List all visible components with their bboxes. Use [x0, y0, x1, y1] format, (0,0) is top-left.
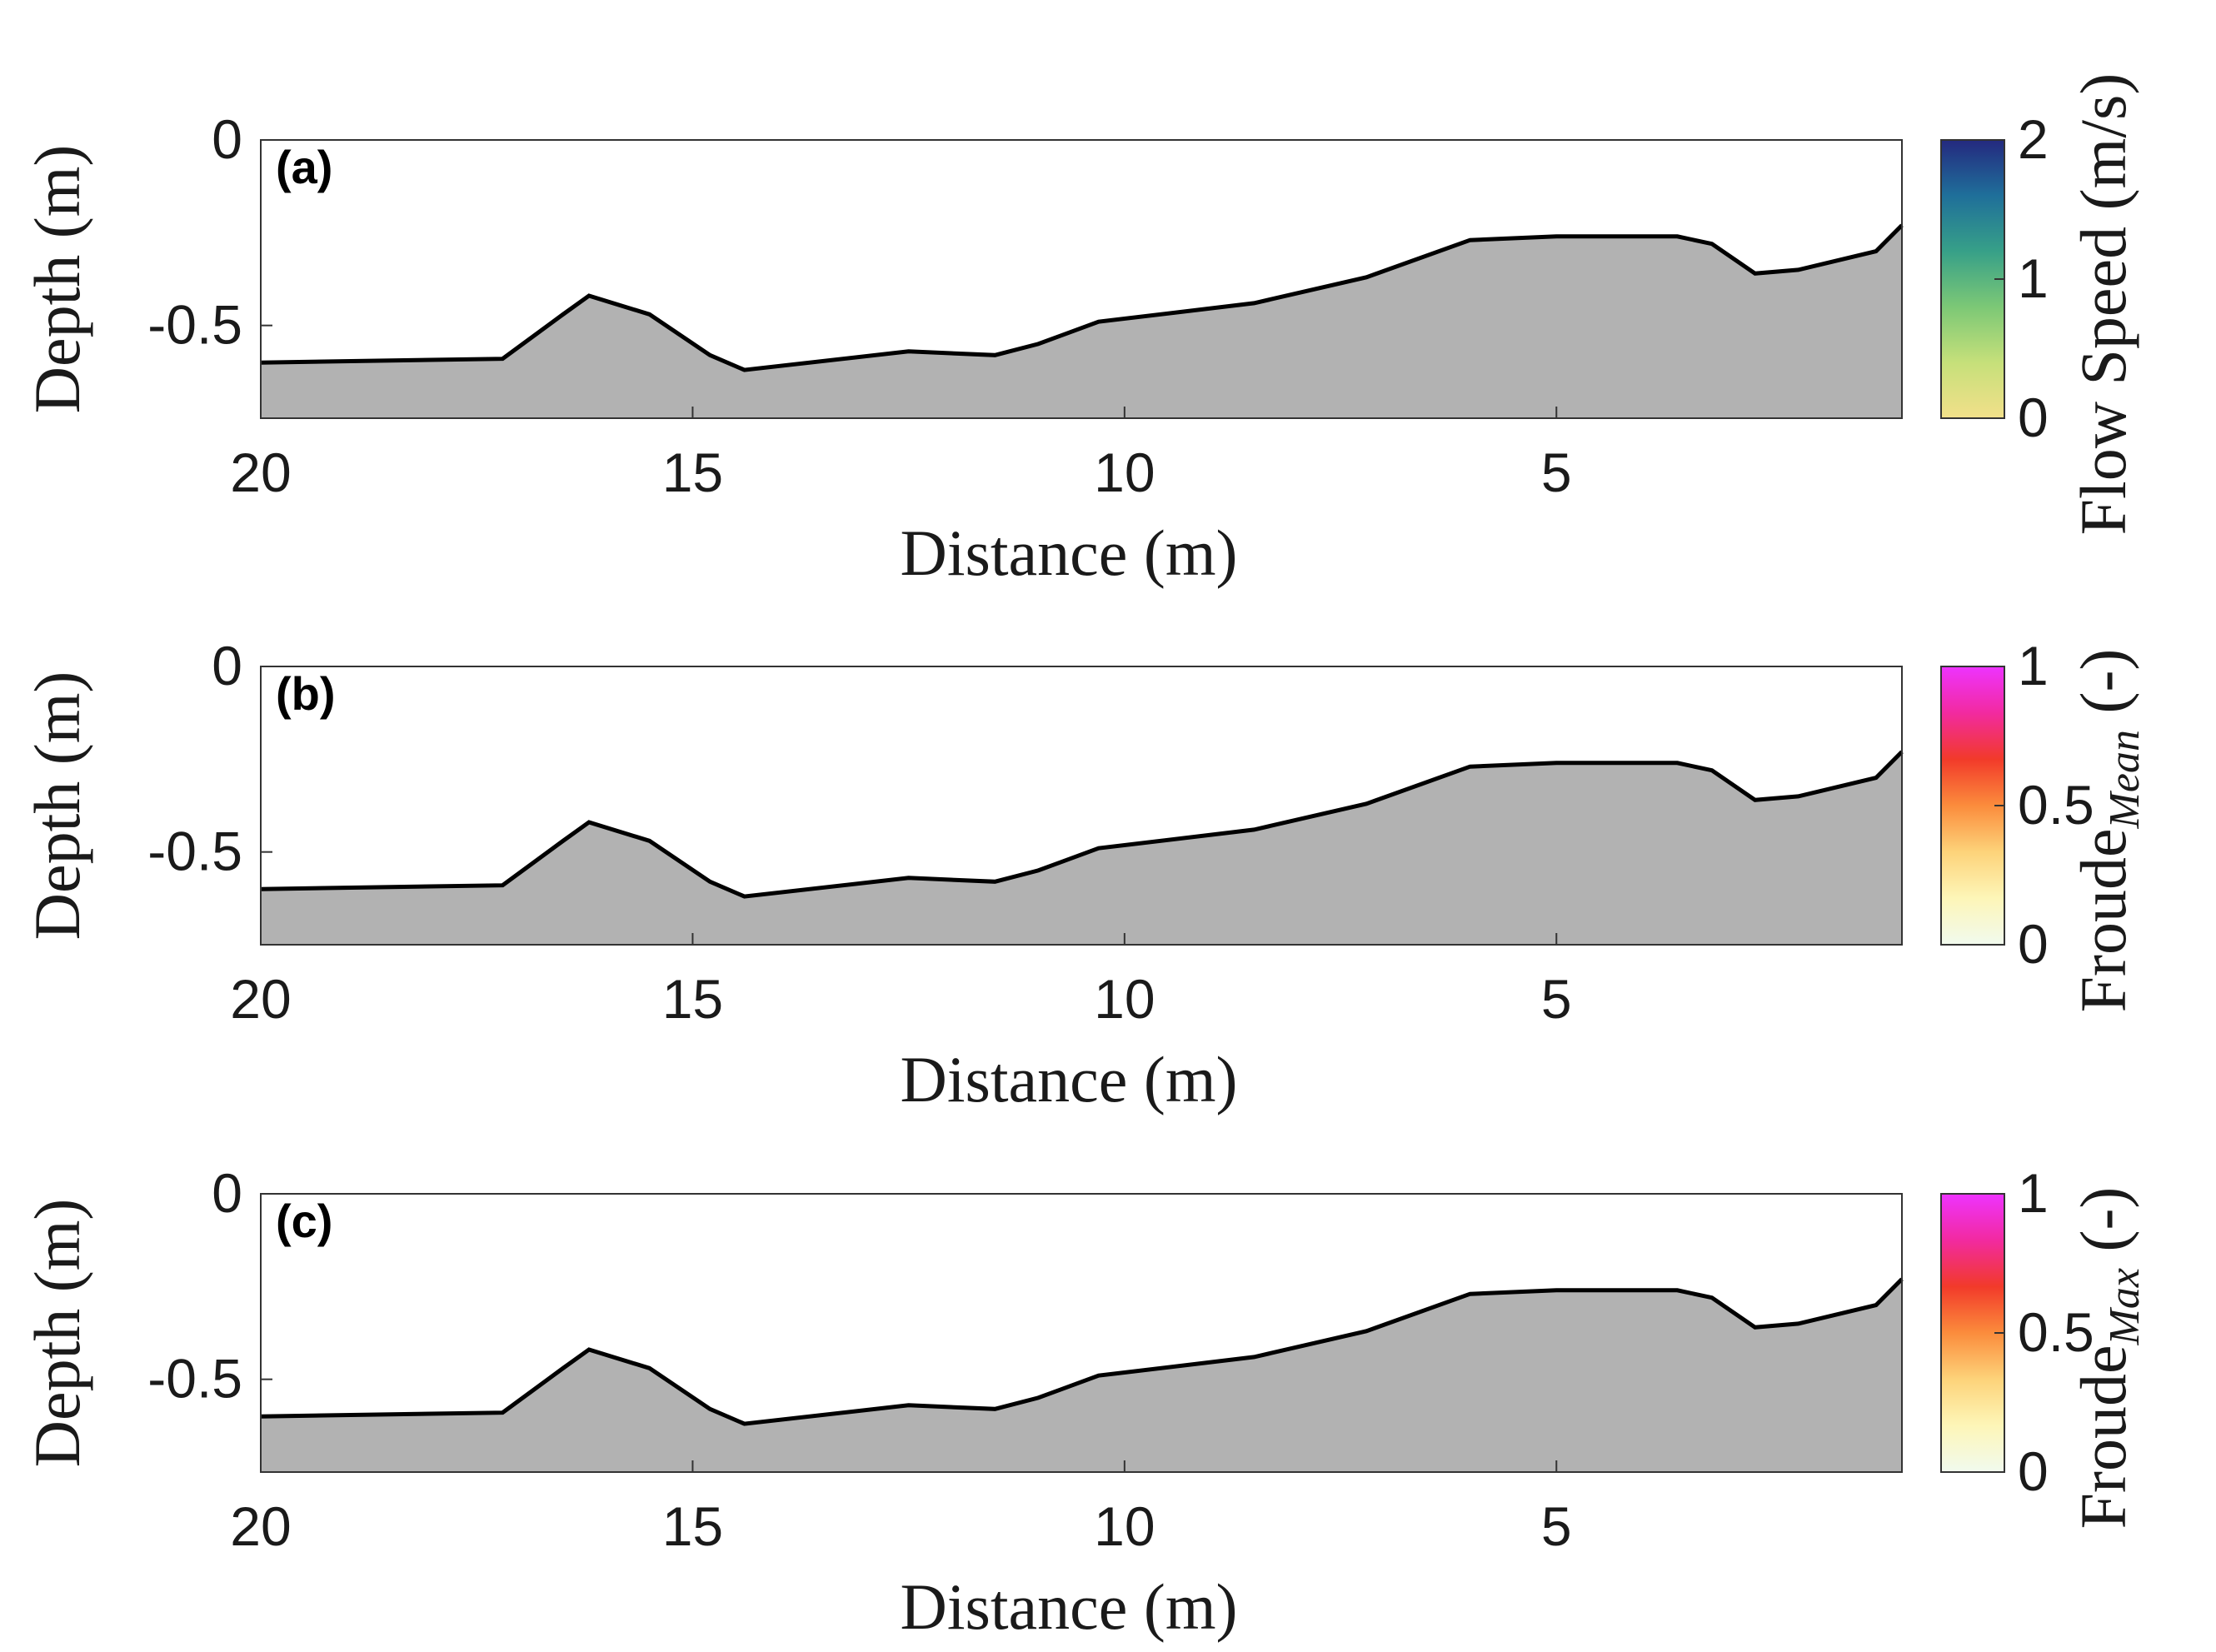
colorbar-label: FroudeMean (-)	[2067, 649, 2149, 1013]
riverbed-area	[261, 1279, 1902, 1472]
riverbed-line	[260, 1277, 1904, 1426]
y-tick-label: 0	[212, 1162, 242, 1224]
colorbar-tick-label: 1	[2018, 1162, 2049, 1224]
x-tick-label: 15	[662, 1495, 723, 1557]
colorbar-label-main: Froude	[2067, 828, 2139, 1012]
colorbar	[1940, 666, 2005, 946]
colorbar-label: FroudeMax (-)	[2067, 1187, 2149, 1530]
y-tick-label: 0	[212, 108, 242, 170]
x-tick-label: 10	[1094, 442, 1155, 503]
colorbar-tick-label: 0.5	[2018, 1301, 2094, 1363]
x-tick-label: 15	[662, 968, 723, 1030]
axes-box	[260, 1193, 1903, 1473]
x-tick-label: 5	[1541, 1495, 1572, 1557]
x-tick-label: 20	[230, 968, 291, 1030]
colorbar-tick-label: 0	[2018, 387, 2049, 448]
y-tick-label: -0.5	[147, 1348, 242, 1410]
panel-label: (a)	[276, 141, 332, 193]
riverbed-line	[260, 223, 1904, 372]
x-tick-label: 15	[662, 442, 723, 503]
x-axis-label: Distance (m)	[900, 1043, 1237, 1115]
riverbed-area	[261, 225, 1902, 418]
colorbar-label-units: (-)	[2067, 649, 2139, 730]
colorbar-tick-label: 0.5	[2018, 774, 2094, 836]
x-tick-label: 10	[1094, 968, 1155, 1030]
panel-c: (c) 0 -0.5 20 15 10 5 Distance (m) Depth (m) 1 0.5…	[21, 1162, 2149, 1643]
colorbar-tick-label: 0	[2018, 913, 2049, 975]
riverbed-line	[260, 750, 1904, 899]
axes-box	[260, 139, 1903, 419]
x-tick-label: 10	[1094, 1495, 1155, 1557]
colorbar-label-subscript: Mean	[2101, 730, 2149, 829]
riverbed-area	[261, 751, 1902, 945]
x-tick-label: 5	[1541, 968, 1572, 1030]
colorbar	[1940, 139, 2005, 419]
y-tick-label: 0	[212, 635, 242, 696]
axes-box	[260, 666, 1903, 946]
x-axis-label: Distance (m)	[900, 1570, 1237, 1643]
x-tick-label: 5	[1541, 442, 1572, 503]
colorbar-tick-label: 1	[2018, 635, 2049, 696]
colorbar	[1940, 1193, 2005, 1473]
y-tick-label: -0.5	[147, 821, 242, 882]
x-axis-label: Distance (m)	[900, 517, 1237, 589]
colorbar-label: Flow Speed (m/s)	[2067, 73, 2139, 536]
x-tick-label: 20	[230, 1495, 291, 1557]
y-axis-label: Depth (m)	[21, 145, 93, 414]
panel-b: (b) 0 -0.5 20 15 10 5 Distance (m) Depth (m) 1 0.5…	[21, 635, 2149, 1115]
colorbar-tick-label: 0	[2018, 1440, 2049, 1502]
colorbar-label-subscript: Max	[2101, 1268, 2149, 1345]
colorbar-tick-label: 2	[2018, 108, 2049, 170]
colorbar-label-main: Froude	[2067, 1345, 2139, 1529]
y-axis-label: Depth (m)	[21, 671, 93, 941]
colorbar-label-main: Flow Speed (m/s)	[2067, 73, 2139, 536]
colorbar-tick-label: 1	[2018, 247, 2049, 309]
y-tick-label: -0.5	[147, 294, 242, 356]
x-tick-label: 20	[230, 442, 291, 503]
colorbar-label-units: (-)	[2067, 1187, 2139, 1268]
panel-label: (c)	[276, 1195, 332, 1247]
panel-label: (b)	[276, 667, 336, 720]
y-axis-label: Depth (m)	[21, 1199, 93, 1468]
